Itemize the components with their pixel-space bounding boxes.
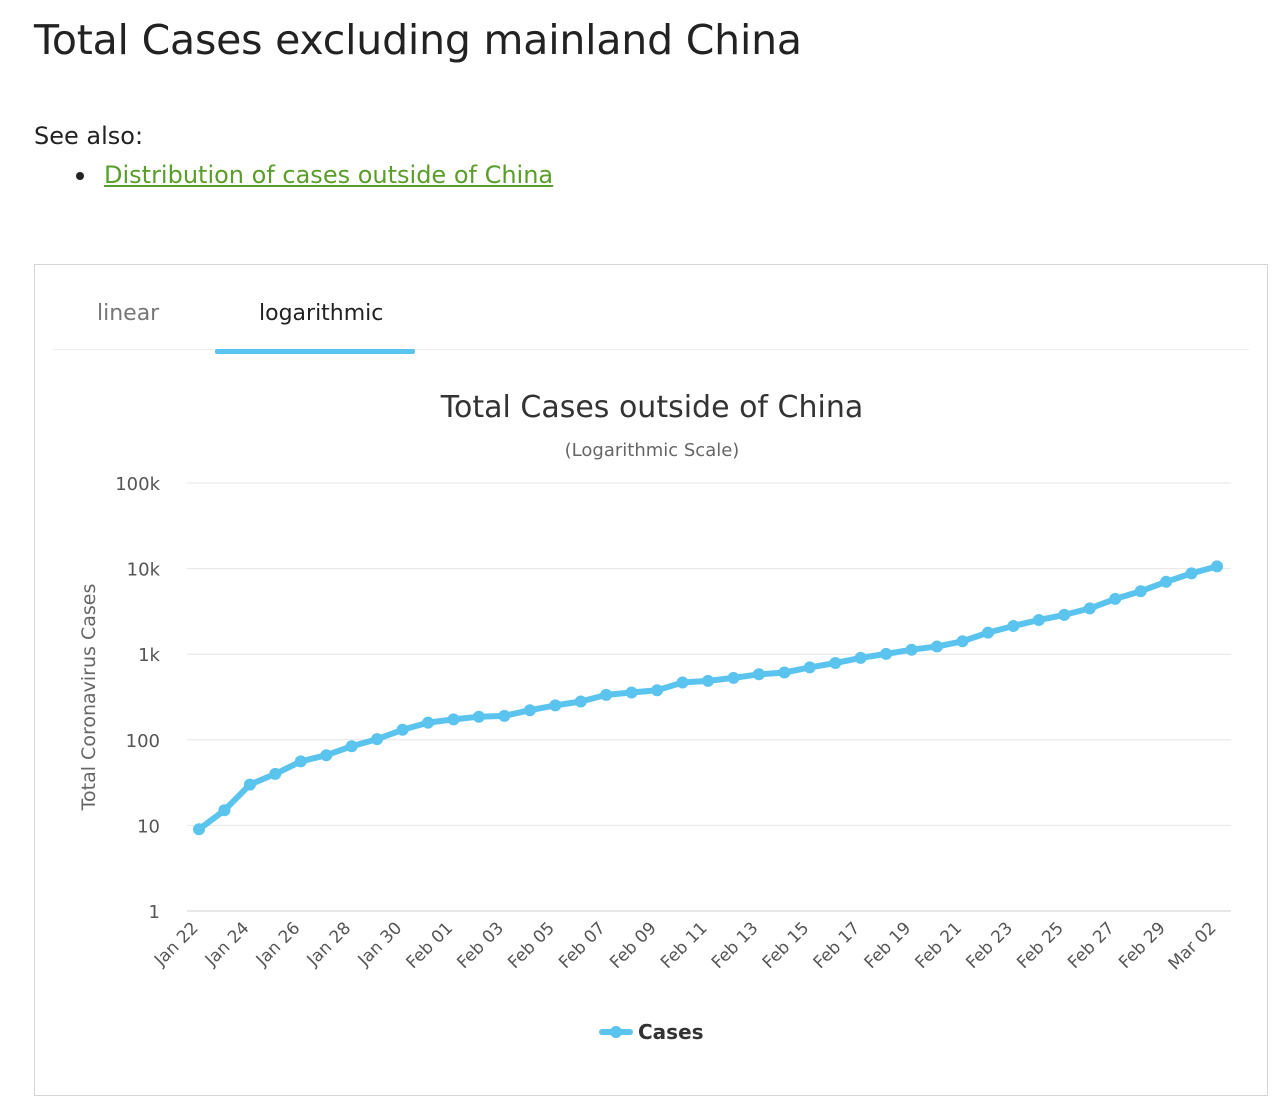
y-tick-label: 100 — [126, 731, 160, 752]
data-point — [1134, 585, 1147, 598]
x-tick-label: Feb 27 — [1064, 918, 1119, 973]
y-axis-ticks: 1 10 100 1k 10k 100k — [115, 474, 160, 923]
x-tick-label: Feb 29 — [1115, 918, 1170, 973]
x-tick-label: Feb 13 — [708, 918, 763, 973]
data-point — [523, 704, 536, 717]
legend[interactable]: Cases — [599, 1020, 704, 1044]
chart-card: linear logarithmic Total Cases outside o… — [34, 264, 1268, 1096]
x-tick-label: Feb 03 — [453, 918, 508, 973]
data-point — [600, 688, 613, 701]
x-tick-label: Feb 01 — [402, 918, 457, 973]
data-point — [498, 709, 511, 722]
y-tick-label: 100k — [115, 474, 160, 495]
data-point — [1160, 575, 1173, 588]
y-tick-label: 1 — [149, 902, 160, 923]
data-point — [320, 749, 333, 762]
x-tick-label: Jan 30 — [354, 918, 407, 971]
y-tick-label: 10 — [137, 816, 160, 837]
x-tick-label: Feb 25 — [1013, 918, 1068, 973]
chart-title: Total Cases outside of China — [440, 390, 863, 425]
data-point — [702, 674, 714, 687]
data-point — [549, 699, 562, 712]
x-tick-label: Mar 02 — [1165, 918, 1221, 974]
data-point — [625, 686, 638, 699]
data-point — [1007, 620, 1020, 632]
x-tick-label: Feb 11 — [657, 918, 712, 973]
data-point — [1083, 602, 1096, 615]
data-point — [803, 661, 816, 674]
y-tick-label: 1k — [138, 645, 160, 666]
cases-chart: Total Cases outside of China (Logarithmi… — [78, 390, 1231, 1044]
list-item: Distribution of cases outside of China — [76, 158, 553, 192]
data-point — [1058, 608, 1071, 621]
data-point — [294, 755, 307, 768]
data-point — [778, 666, 791, 679]
x-tick-label: Feb 05 — [504, 918, 559, 973]
page-title: Total Cases excluding mainland China — [34, 16, 802, 64]
data-point — [752, 668, 765, 681]
legend-marker — [610, 1026, 622, 1038]
bullet-icon — [76, 172, 84, 180]
see-also-label: See also: — [34, 122, 144, 150]
x-tick-label: Feb 15 — [759, 918, 814, 973]
active-tab-indicator — [215, 349, 415, 354]
y-axis-title: Total Coronavirus Cases — [78, 584, 100, 812]
x-tick-label: Feb 23 — [962, 918, 1017, 973]
y-tick-label: 10k — [127, 560, 161, 581]
data-point — [1211, 560, 1223, 573]
data-point — [447, 713, 460, 726]
tab-linear[interactable]: linear — [97, 301, 160, 326]
chart-tabs: linear logarithmic — [53, 265, 1249, 354]
x-tick-label: Jan 28 — [303, 918, 356, 971]
data-point — [345, 740, 358, 753]
tab-logarithmic[interactable]: logarithmic — [259, 301, 384, 326]
grid-layer — [187, 482, 1231, 912]
data-point — [956, 635, 969, 648]
series-line-cases — [196, 563, 1220, 833]
data-point — [931, 640, 943, 653]
data-point — [1032, 614, 1045, 626]
x-tick-label: Feb 07 — [555, 918, 610, 973]
data-point — [982, 626, 994, 639]
x-tick-label: Feb 19 — [861, 918, 916, 973]
x-tick-label: Feb 17 — [810, 918, 865, 973]
data-point — [727, 671, 740, 684]
data-point — [422, 716, 435, 729]
data-point — [218, 804, 231, 817]
see-also-list: Distribution of cases outside of China — [76, 158, 553, 192]
data-point — [880, 647, 893, 660]
data-point — [472, 710, 485, 723]
data-point — [1185, 567, 1198, 580]
data-point — [905, 643, 918, 656]
data-point — [854, 651, 867, 664]
x-tick-label: Jan 26 — [252, 918, 305, 971]
data-point — [1109, 592, 1122, 605]
data-point — [193, 823, 205, 836]
legend-label-cases: Cases — [638, 1020, 704, 1044]
x-tick-label: Jan 24 — [201, 918, 254, 971]
chart-subtitle: (Logarithmic Scale) — [565, 440, 740, 461]
x-tick-label: Feb 21 — [911, 918, 966, 973]
x-tick-label: Jan 22 — [150, 918, 203, 971]
data-point — [371, 733, 384, 746]
distribution-link[interactable]: Distribution of cases outside of China — [104, 161, 554, 189]
series-layer — [193, 560, 1223, 836]
data-point — [269, 767, 282, 780]
x-tick-label: Feb 09 — [606, 918, 661, 973]
data-point — [829, 657, 842, 669]
data-point — [651, 684, 664, 697]
data-point — [396, 723, 409, 736]
data-point — [676, 676, 689, 689]
data-point — [574, 695, 587, 708]
data-point — [243, 778, 256, 791]
